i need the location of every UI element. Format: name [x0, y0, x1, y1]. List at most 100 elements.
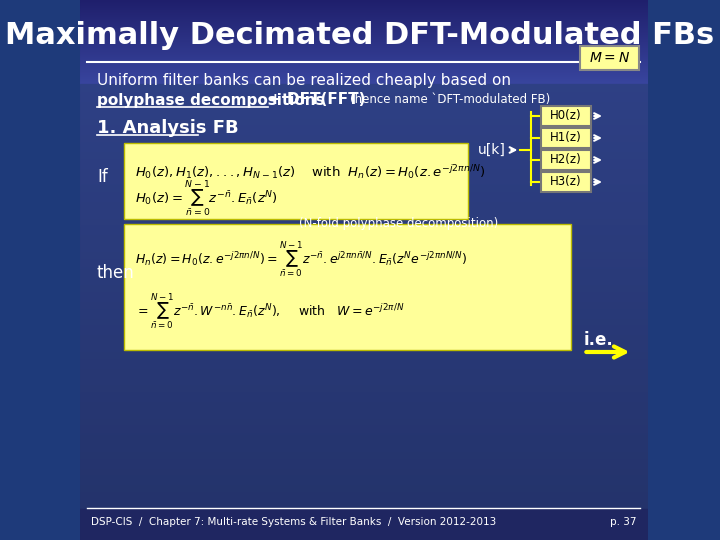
Bar: [79, 98, 648, 99]
Bar: [79, 465, 648, 466]
Bar: [79, 314, 648, 315]
Bar: [79, 165, 648, 166]
Bar: [79, 239, 648, 240]
Bar: [79, 291, 648, 292]
Bar: [79, 367, 648, 368]
Bar: [79, 253, 648, 254]
Bar: [79, 316, 648, 317]
Bar: [79, 456, 648, 457]
Bar: [79, 204, 648, 205]
Bar: [79, 528, 648, 529]
Bar: [79, 420, 648, 421]
Text: $= \sum_{\bar{n}=0}^{N-1} z^{-\bar{n}} . W^{-n\bar{n}} . E_{\bar{n}}(z^N) ,$    : $= \sum_{\bar{n}=0}^{N-1} z^{-\bar{n}} .…: [135, 292, 405, 332]
Text: (N-fold polyphase decomposition): (N-fold polyphase decomposition): [299, 217, 498, 230]
Bar: [79, 161, 648, 162]
Bar: [79, 282, 648, 283]
Bar: [79, 132, 648, 133]
Text: H2(z): H2(z): [550, 153, 582, 166]
Bar: [79, 145, 648, 146]
Bar: [79, 6, 648, 7]
Bar: [79, 340, 648, 341]
Bar: [79, 486, 648, 487]
Bar: [79, 346, 648, 347]
Bar: [79, 390, 648, 391]
Bar: [79, 391, 648, 392]
Bar: [79, 169, 648, 170]
Bar: [79, 442, 648, 443]
Bar: [79, 459, 648, 460]
Bar: [79, 331, 648, 332]
Bar: [79, 515, 648, 516]
Bar: [79, 303, 648, 304]
Bar: [79, 536, 648, 537]
Bar: [79, 483, 648, 484]
Bar: [79, 84, 648, 85]
Bar: [79, 422, 648, 423]
Bar: [79, 307, 648, 308]
Bar: [79, 32, 648, 33]
Bar: [79, 233, 648, 234]
Bar: [79, 57, 648, 58]
Bar: [79, 252, 648, 253]
Bar: [79, 278, 648, 279]
Text: If: If: [97, 168, 107, 186]
Bar: [79, 157, 648, 158]
Bar: [79, 241, 648, 242]
Bar: [79, 121, 648, 122]
Bar: [79, 9, 648, 10]
Bar: [79, 226, 648, 227]
Bar: [79, 397, 648, 398]
Bar: [79, 313, 648, 314]
Bar: [79, 375, 648, 376]
Bar: [79, 380, 648, 381]
Bar: [79, 48, 648, 49]
Text: H1(z): H1(z): [550, 132, 582, 145]
Bar: [79, 97, 648, 98]
Bar: [79, 399, 648, 400]
Bar: [79, 107, 648, 108]
Bar: [79, 152, 648, 153]
Bar: [79, 421, 648, 422]
Bar: [79, 155, 648, 156]
Bar: [79, 355, 648, 356]
Bar: [79, 222, 648, 223]
Bar: [79, 383, 648, 384]
Bar: [79, 318, 648, 319]
Bar: [79, 130, 648, 131]
Bar: [79, 119, 648, 120]
Bar: [79, 42, 648, 43]
Bar: [79, 315, 648, 316]
Bar: [79, 227, 648, 228]
Text: Maximally Decimated DFT-Modulated FBs: Maximally Decimated DFT-Modulated FBs: [5, 21, 714, 50]
Bar: [79, 329, 648, 330]
Bar: [79, 324, 648, 325]
Text: Uniform filter banks can be realized cheaply based on: Uniform filter banks can be realized che…: [97, 72, 511, 87]
Bar: [79, 201, 648, 202]
Bar: [79, 381, 648, 382]
Bar: [79, 163, 648, 164]
Bar: [79, 474, 648, 475]
Bar: [79, 261, 648, 262]
Bar: [79, 250, 648, 251]
Bar: [79, 136, 648, 137]
Bar: [79, 299, 648, 300]
Bar: [79, 434, 648, 435]
FancyBboxPatch shape: [541, 128, 591, 148]
Bar: [79, 491, 648, 492]
Bar: [79, 50, 648, 51]
Text: $H_n(z) = H_0(z.e^{-j2\pi n/N}) = \sum_{\bar{n}=0}^{N-1} z^{-\bar{n}} . e^{j2\pi: $H_n(z) = H_0(z.e^{-j2\pi n/N}) = \sum_{…: [135, 240, 467, 280]
Bar: [79, 171, 648, 172]
Bar: [79, 44, 648, 45]
Bar: [79, 525, 648, 526]
Bar: [79, 153, 648, 154]
Bar: [79, 262, 648, 263]
Bar: [79, 191, 648, 192]
Bar: [79, 166, 648, 167]
Text: (hence name `DFT-modulated FB): (hence name `DFT-modulated FB): [350, 93, 550, 106]
Bar: [79, 401, 648, 402]
Bar: [79, 41, 648, 42]
Text: $H_0(z), H_1(z),...,H_{N-1}(z)$    with  $H_n(z) = H_0(z.e^{-j2\pi n/N})$: $H_0(z), H_1(z),...,H_{N-1}(z)$ with $H_…: [135, 163, 485, 181]
Bar: [79, 103, 648, 104]
Bar: [79, 521, 648, 522]
Bar: [79, 338, 648, 339]
